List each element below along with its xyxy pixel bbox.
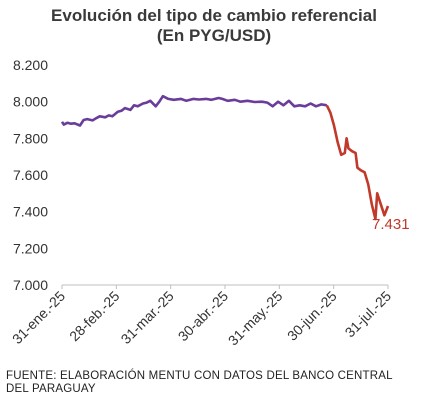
y-tick-label: 8.200 <box>13 57 48 73</box>
series-group <box>60 94 390 221</box>
y-tick-label: 7.600 <box>13 167 48 183</box>
y-tick-label: 7.400 <box>13 204 48 220</box>
x-tick-label: 28-feb.-25 <box>66 288 123 345</box>
x-tick-label: 31-ene.-25 <box>9 288 68 347</box>
x-axis-ticks: 31-ene.-2528-feb.-2531-mar.-2530-abr.-25… <box>9 285 394 348</box>
chart-title-main: Evolución del tipo de cambio referencial <box>51 6 377 25</box>
x-tick-label: 31-may.-25 <box>225 288 286 349</box>
x-tick-label: 30-abr.-25 <box>175 288 232 345</box>
series-line-0 <box>60 94 328 127</box>
y-tick-label: 7.000 <box>13 277 48 293</box>
x-tick-label: 31-jul.-25 <box>342 288 395 341</box>
chart-title: Evolución del tipo de cambio referencial… <box>0 6 428 46</box>
y-axis-ticks: 8.200 8.000 7.800 7.600 7.400 7.200 7.000 <box>13 57 48 293</box>
line-chart: 8.200 8.000 7.800 7.600 7.400 7.200 7.000 31-e… <box>9 57 410 348</box>
y-tick-label: 7.200 <box>13 240 48 256</box>
x-tick-label: 30-jun.-25 <box>284 288 340 344</box>
x-tick-label: 31-mar.-25 <box>118 288 177 347</box>
y-tick-label: 7.800 <box>13 130 48 146</box>
source-note: FUENTE: ELABORACIÓN MENTU CON DATOS DEL … <box>6 370 393 395</box>
y-tick-label: 8.000 <box>13 94 48 110</box>
last-value-label: 7.431 <box>372 216 410 233</box>
series-line-1 <box>325 104 390 221</box>
chart-subtitle: (En PYG/USD) <box>156 26 272 45</box>
